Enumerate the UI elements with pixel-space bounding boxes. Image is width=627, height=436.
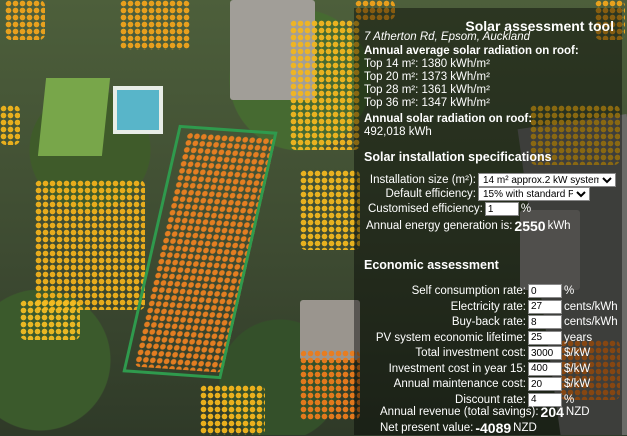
economic-row: Discount rate:% <box>455 392 616 407</box>
radiation-dots <box>120 0 190 50</box>
custom-efficiency-input[interactable] <box>484 202 519 216</box>
revenue-row: Annual revenue (total savings): 204 NZD <box>380 404 590 420</box>
npv-unit: NZD <box>513 422 537 434</box>
economic-row-unit: cents/kWh <box>564 316 618 328</box>
installation-size-row: Installation size (m²): 14 m² approx.2 k… <box>370 173 616 187</box>
radiation-dots <box>200 385 265 435</box>
npv-value: -4089 <box>475 420 512 436</box>
selected-roof-outline[interactable] <box>122 124 278 380</box>
economic-row-input[interactable] <box>528 299 562 314</box>
economic-row-unit: years <box>564 331 593 344</box>
economic-row: Annual maintenance cost: $/kW <box>394 377 616 391</box>
default-efficiency-row: Default efficiency: 15% with standard PV <box>385 187 616 201</box>
generation-label: Annual energy generation is: <box>366 220 513 232</box>
avg-radiation-line: Top 14 m²: 1380 kWh/m² <box>364 58 490 70</box>
economic-row: Self consumption rate:% <box>412 284 616 298</box>
swimming-pool <box>113 86 163 134</box>
custom-efficiency-row: Customised efficiency: % <box>368 202 531 216</box>
avg-radiation-line: Top 20 m²: 1373 kWh/m² <box>364 71 490 83</box>
radiation-dots <box>0 105 20 145</box>
revenue-value: 204 <box>540 404 564 420</box>
radiation-dots <box>560 340 620 400</box>
installation-size-select[interactable]: 14 m² approx.2 kW system <box>478 173 616 187</box>
economic-row: PV system economic lifetime: years <box>375 330 616 345</box>
economic-row-input[interactable] <box>528 346 562 360</box>
economic-row-input[interactable] <box>528 315 562 329</box>
revenue-unit: NZD <box>565 406 590 418</box>
radiation-dots <box>355 0 395 20</box>
economic-row: Investment cost in year 15: $/kW <box>388 361 616 376</box>
default-efficiency-select[interactable]: 15% with standard PV <box>478 187 590 201</box>
economic-row-unit: % <box>564 393 575 406</box>
lawn <box>37 78 111 156</box>
economic-row-input[interactable] <box>528 392 562 407</box>
economic-row-unit: $/kW <box>564 378 591 390</box>
economic-row: Total investment cost: $/kW <box>415 346 616 360</box>
generation-row: Annual energy generation is: 2550 kWh <box>366 218 571 234</box>
economic-row-label: Buy-back rate: <box>451 316 526 328</box>
economic-row: Electricity rate: cents/kWh <box>450 299 618 314</box>
avg-radiation-line: Top 28 m²: 1361 kWh/m² <box>364 84 490 96</box>
avg-radiation-heading: Annual average solar radiation on roof: <box>364 45 579 57</box>
assessment-panel: Solar assessment tool 7 Atherton Rd, Eps… <box>354 8 622 436</box>
economic-row-label: PV system economic lifetime: <box>375 331 526 344</box>
radiation-dots <box>595 0 625 40</box>
radiation-dots <box>35 180 145 310</box>
economic-row-label: Total investment cost: <box>415 347 526 359</box>
panel-title: Solar assessment tool <box>465 18 614 34</box>
radiation-dots <box>530 105 620 165</box>
custom-efficiency-label: Customised efficiency: <box>368 203 483 215</box>
npv-row: Net present value: -4089 NZD <box>380 420 537 436</box>
economic-heading: Economic assessment <box>364 258 499 272</box>
economic-row-label: Annual maintenance cost: <box>393 378 526 390</box>
radiation-dots <box>290 20 360 150</box>
economic-row-label: Electricity rate: <box>450 300 526 313</box>
economic-row-label: Discount rate: <box>455 393 526 406</box>
economic-row-unit: $/kW <box>564 347 591 359</box>
generation-unit: kWh <box>547 220 571 232</box>
radiation-dots <box>20 300 80 340</box>
custom-efficiency-unit: % <box>520 203 532 215</box>
radiation-dots <box>5 0 45 40</box>
total-radiation-value: 492,018 kWh <box>364 126 432 138</box>
total-radiation-heading: Annual solar radiation on roof: <box>364 113 533 125</box>
economic-row-unit: % <box>564 285 575 297</box>
npv-label: Net present value: <box>380 422 474 434</box>
economic-row-unit: cents/kWh <box>564 300 618 313</box>
radiation-dots <box>300 170 360 250</box>
economic-row-unit: $/kW <box>564 362 591 375</box>
economic-row-input[interactable] <box>528 377 562 391</box>
economic-row: Buy-back rate: cents/kWh <box>451 315 618 329</box>
installation-size-label: Installation size (m²): <box>369 174 476 186</box>
economic-row-label: Investment cost in year 15: <box>388 362 526 375</box>
default-efficiency-label: Default efficiency: <box>385 188 476 200</box>
revenue-label: Annual revenue (total savings): <box>380 406 539 418</box>
neighbour-roof <box>520 210 580 290</box>
economic-row-input[interactable] <box>528 330 562 345</box>
specs-heading: Solar installation specifications <box>364 150 552 164</box>
economic-row-label: Self consumption rate: <box>411 285 526 297</box>
radiation-dots <box>300 350 360 420</box>
address: 7 Atherton Rd, Epsom, Auckland <box>364 31 530 43</box>
economic-row-input[interactable] <box>528 284 562 298</box>
avg-radiation-line: Top 36 m²: 1347 kWh/m² <box>364 97 490 109</box>
generation-value: 2550 <box>514 218 546 234</box>
economic-row-input[interactable] <box>528 361 562 376</box>
